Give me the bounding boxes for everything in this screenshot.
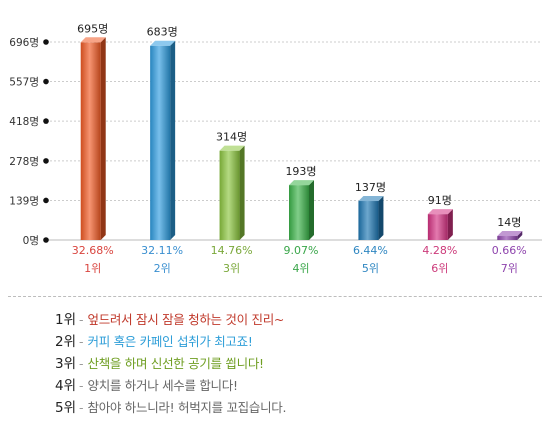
x-tick-label: 2위 <box>154 262 171 275</box>
ranking-legend: 1위 - 엎드려서 잠시 잠을 청하는 것이 진리~ 2위 - 커피 혹은 카페인 섭취… <box>55 309 286 419</box>
bar <box>497 236 518 240</box>
axis-dot <box>43 197 49 204</box>
percent-label: 32.68% <box>72 244 114 257</box>
legend-dash: - <box>79 378 84 393</box>
bar-value-label: 193명 <box>285 165 316 178</box>
bar-value-label: 683명 <box>147 26 178 39</box>
legend-rank: 2위 <box>55 334 77 350</box>
bar-side <box>309 180 314 240</box>
x-tick-label: 1위 <box>84 262 101 275</box>
percent-label: 9.07% <box>284 244 319 257</box>
bar-side <box>517 231 523 240</box>
percent-label: 14.76% <box>211 244 253 257</box>
axis-dot <box>43 39 49 45</box>
x-tick-label: 5위 <box>362 262 379 275</box>
legend-item: 5위 - 참아야 하느니라! 허벅지를 꼬집습니다. <box>55 397 286 419</box>
bar <box>427 214 448 240</box>
bar-top <box>427 209 453 215</box>
bar-group: 137명 <box>355 181 386 240</box>
y-tick-label: 418명 <box>9 116 39 128</box>
legend-item: 2위 - 커피 혹은 카페인 섭취가 최고죠! <box>55 331 286 353</box>
legend-dash: - <box>79 400 84 415</box>
bar-group: 314명 <box>216 131 247 240</box>
bar-top <box>219 145 245 151</box>
bar-side <box>378 196 384 240</box>
x-tick-label: 4위 <box>292 262 309 275</box>
legend-text: 산책을 하며 신선한 공기를 쐽니다! <box>87 356 265 371</box>
legend-rank: 1위 <box>55 312 77 328</box>
bar-group: 683명 <box>147 26 178 241</box>
bar-side <box>100 37 106 240</box>
y-tick-label: 278명 <box>9 156 39 168</box>
legend-rank: 3위 <box>55 356 77 372</box>
bar-side <box>239 145 245 240</box>
bar-top <box>80 37 106 43</box>
y-tick-label: 696명 <box>9 37 39 49</box>
legend-item: 1위 - 엎드려서 잠시 잠을 청하는 것이 진리~ <box>55 309 286 331</box>
bar <box>150 45 171 241</box>
legend-text: 엎드려서 잠시 잠을 청하는 것이 진리~ <box>87 312 285 327</box>
axis-dot <box>43 158 49 164</box>
x-tick-label: 3위 <box>223 262 240 275</box>
legend-text: 양치를 하거나 세수를 합니다! <box>87 378 238 393</box>
y-tick-label: 557명 <box>9 77 39 89</box>
bar-value-label: 91명 <box>428 194 452 207</box>
percent-label: 4.28% <box>422 244 457 257</box>
bar-group: 14명 <box>497 216 523 240</box>
legend-dash: - <box>79 312 84 327</box>
percent-label: 0.66% <box>492 244 527 257</box>
bar <box>219 150 240 240</box>
y-tick-label: 139명 <box>9 195 39 207</box>
bar-group: 695명 <box>77 22 108 240</box>
x-tick-label: 6위 <box>431 262 448 275</box>
legend-text: 커피 혹은 카페인 섭취가 최고죠! <box>87 334 253 349</box>
axis-dot <box>43 118 49 124</box>
bar-top <box>150 40 176 46</box>
legend-text: 참아야 하느니라! 허벅지를 꼬집습니다. <box>87 400 287 415</box>
axis-dot <box>43 78 49 85</box>
x-tick-label: 7위 <box>501 262 518 275</box>
legend-item: 4위 - 양치를 하거나 세수를 합니다! <box>55 375 286 397</box>
bar-top <box>289 180 314 186</box>
bar <box>358 201 379 240</box>
bar-side <box>447 209 453 240</box>
bar-chart: 0명 139명 278명 418명 557명 696명 695명 683명 314명 193명 1… <box>9 22 542 275</box>
legend-dash: - <box>79 356 84 371</box>
percent-label: 32.11% <box>141 244 183 257</box>
legend-dash: - <box>79 334 84 349</box>
bars: 695명 683명 314명 193명 137명 91명 14명 <box>77 22 523 241</box>
bar-group: 193명 <box>285 165 317 240</box>
bar <box>289 185 309 240</box>
bar-value-label: 695명 <box>77 22 108 35</box>
axis-dot <box>43 237 49 243</box>
bar-value-label: 314명 <box>216 131 247 144</box>
bar-top <box>497 231 523 237</box>
legend-rank: 5위 <box>55 400 77 416</box>
legend-item: 3위 - 산책을 하며 신선한 공기를 쐽니다! <box>55 353 286 375</box>
x-axis-labels: 32.68% 1위 32.11% 2위 14.76% 3위 9.07% 4위 6.44% 5위 4.… <box>72 244 527 275</box>
bar-value-label: 14명 <box>497 216 521 229</box>
y-tick-label: 0명 <box>23 235 39 247</box>
bar-value-label: 137명 <box>355 181 386 194</box>
bar-group: 91명 <box>428 194 453 240</box>
bar-top <box>358 196 384 202</box>
y-axis: 0명 139명 278명 418명 557명 696명 <box>9 37 49 247</box>
bar-side <box>170 40 176 241</box>
divider <box>8 296 542 297</box>
percent-label: 6.44% <box>353 244 388 257</box>
bar <box>80 42 101 240</box>
legend-rank: 4위 <box>55 378 77 394</box>
